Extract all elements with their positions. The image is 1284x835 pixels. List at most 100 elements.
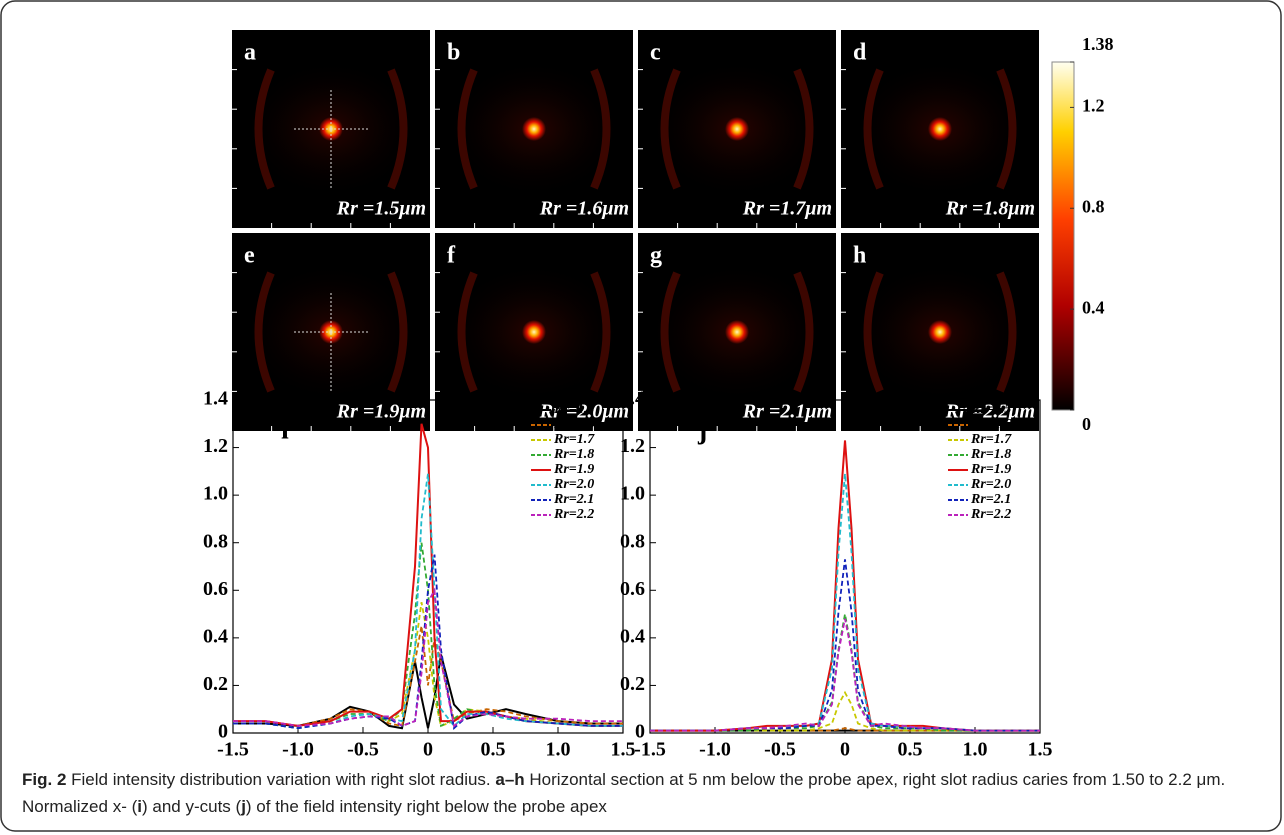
series-line — [650, 559, 1040, 732]
legend-label: Rr=1.6 — [553, 417, 594, 432]
y-tick-label: 0.4 — [620, 625, 645, 647]
y-tick-label: 0.8 — [203, 530, 228, 552]
caption-text: Field intensity distribution variation w… — [66, 770, 496, 789]
x-tick-label: 1.0 — [963, 739, 988, 761]
field-ring — [387, 68, 408, 190]
field-spot — [522, 320, 546, 344]
field-spot — [725, 320, 749, 344]
y-tick-label: 0 — [635, 721, 645, 743]
colorbar-tick-label: 0.4 — [1082, 297, 1105, 317]
y-tick-label: 0.4 — [203, 625, 228, 647]
caption-text: ) and y-cuts ( — [141, 797, 242, 816]
chart-annotation: j — [697, 414, 707, 445]
y-tick-label: 0.8 — [620, 530, 645, 552]
legend-label: Rr=1.8 — [553, 447, 594, 462]
panel-label: d — [853, 40, 867, 66]
panel-label: c — [650, 40, 661, 66]
legend-label: Rr=2.0 — [970, 477, 1011, 492]
y-tick-label: 0.6 — [203, 578, 228, 600]
y-tick-label: 1.4 — [203, 388, 228, 410]
panel-annotation: Rr =1.8μm — [945, 198, 1035, 220]
caption-text: j — [241, 797, 246, 816]
colorbar-tick-label: 1.38 — [1082, 34, 1114, 54]
caption-label: Fig. 2 — [22, 770, 67, 789]
series-line — [233, 602, 623, 730]
panel-annotation: Rr =1.5μm — [336, 198, 426, 220]
field-ring — [387, 271, 408, 393]
legend-label: Rr=1.7 — [553, 432, 595, 447]
x-tick-label: 0.5 — [481, 739, 506, 761]
panel-annotation: Rr =2.2μm — [945, 401, 1035, 423]
legend-label: Rr=1.9 — [553, 462, 594, 477]
y-tick-label: 1.2 — [620, 435, 645, 457]
x-tick-label: 1.0 — [546, 739, 571, 761]
x-tick-label: -1.5 — [634, 739, 666, 761]
y-tick-label: 0.2 — [620, 673, 645, 695]
panel-label: b — [447, 40, 460, 66]
series-line — [233, 587, 623, 728]
legend-label: Rr=1.5 — [970, 402, 1011, 417]
series-line — [650, 613, 1040, 732]
colorbar-tick-label: 0 — [1082, 414, 1091, 434]
field-ring — [863, 68, 884, 190]
panel-label: f — [447, 243, 456, 269]
x-tick-label: 1.5 — [611, 739, 636, 761]
x-tick-label: -1.0 — [282, 739, 314, 761]
field-ring — [996, 68, 1017, 190]
legend-label: Rr=2.1 — [970, 492, 1011, 507]
field-ring — [793, 271, 814, 393]
caption-text: ) of the field intensity right below the… — [245, 797, 607, 816]
field-ring — [793, 68, 814, 190]
panel-annotation: Rr =2.0μm — [539, 401, 629, 423]
panel-annotation: Rr =1.7μm — [742, 198, 832, 220]
x-tick-label: -1.5 — [217, 739, 249, 761]
x-tick-label: 0 — [840, 739, 850, 761]
field-ring — [590, 68, 611, 190]
colorbar-tick-label: 1.2 — [1082, 96, 1105, 116]
chart-annotation: i — [281, 414, 289, 445]
field-spot — [928, 117, 952, 141]
caption-text: a–h — [495, 770, 525, 789]
field-ring — [660, 271, 681, 393]
legend-label: Rr=2.2 — [970, 507, 1011, 522]
field-ring — [996, 271, 1017, 393]
panel-annotation: Rr =1.6μm — [539, 198, 629, 220]
legend-label: Rr=2.2 — [553, 507, 594, 522]
panel-annotation: Rr =2.1μm — [742, 401, 832, 423]
legend-label: Rr=1.8 — [970, 447, 1011, 462]
caption-text: Horizontal section at 5 nm below the pro… — [22, 770, 1226, 816]
field-ring — [457, 271, 478, 393]
panel-label: e — [244, 243, 255, 269]
field-spot — [725, 117, 749, 141]
x-tick-label: 0 — [423, 739, 433, 761]
y-tick-label: 1.4 — [620, 388, 645, 410]
field-spot — [928, 320, 952, 344]
field-ring — [254, 68, 275, 190]
panel-label: g — [650, 243, 662, 269]
x-tick-label: -0.5 — [764, 739, 796, 761]
legend-label: Rr=2.0 — [553, 477, 594, 492]
legend-label: Rr=2.1 — [553, 492, 594, 507]
caption: Fig. 2 Field intensity distribution vari… — [22, 766, 1262, 820]
colorbar — [1051, 61, 1075, 411]
field-ring — [863, 271, 884, 393]
series-line — [233, 654, 623, 730]
field-ring — [660, 68, 681, 190]
x-tick-label: 1.5 — [1028, 739, 1053, 761]
legend-label: Rr=1.9 — [970, 462, 1011, 477]
field-ring — [254, 271, 275, 393]
field-ring — [590, 271, 611, 393]
y-tick-label: 0.6 — [620, 578, 645, 600]
field-spot — [522, 117, 546, 141]
panel-label: h — [853, 243, 866, 269]
colorbar-tick-label: 0.8 — [1082, 196, 1105, 216]
y-tick-label: 0 — [218, 721, 228, 743]
series-line — [650, 690, 1040, 732]
x-tick-label: 0.5 — [898, 739, 923, 761]
y-tick-label: 1.2 — [203, 435, 228, 457]
x-tick-label: -1.0 — [699, 739, 731, 761]
y-tick-label: 0.2 — [203, 673, 228, 695]
panel-label: a — [244, 40, 256, 66]
